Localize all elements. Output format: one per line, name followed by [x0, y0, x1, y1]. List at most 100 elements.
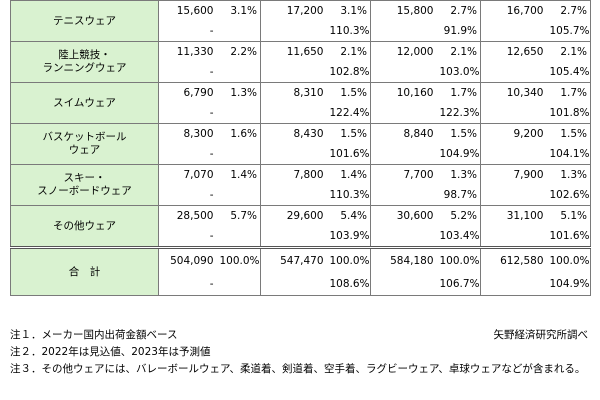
- table-row-ratio: - 122.4% 122.3% 101.8%: [11, 103, 591, 124]
- value-cell: 5.4%: [326, 205, 371, 226]
- ratio-cell: [216, 272, 261, 296]
- note-1-text: 注１．メーカー国内出荷金額ベース: [10, 329, 178, 341]
- note-3: 注３．その他ウェアには、バレーボールウェア、柔道着、剣道着、空手着、ラグビーウェ…: [10, 363, 586, 375]
- ratio-cell: [480, 185, 547, 206]
- value-cell: 5.2%: [436, 205, 481, 226]
- category-label: 陸上競技・: [58, 49, 111, 61]
- ratio-cell: [370, 226, 437, 248]
- category-cell: バスケットボール ウェア: [10, 123, 159, 165]
- value-cell: 30,600: [370, 205, 437, 226]
- ratio-cell: [260, 103, 327, 124]
- ratio-cell: 122.4%: [326, 103, 371, 124]
- value-cell: 8,430: [260, 123, 327, 144]
- value-cell: 16,700: [480, 0, 547, 21]
- category-cell: その他ウェア: [10, 205, 159, 248]
- ratio-cell: 122.3%: [436, 103, 481, 124]
- ratio-cell: [370, 21, 437, 42]
- ratio-cell: [480, 144, 547, 165]
- table-row: その他ウェア 28,500 5.7% 29,600 5.4% 30,600 5.2% 31,1…: [10, 205, 591, 248]
- value-cell: 10,340: [480, 82, 547, 103]
- ratio-cell: [370, 185, 437, 206]
- ratio-cell: 106.7%: [436, 272, 481, 296]
- ratio-cell: [480, 103, 547, 124]
- market-table: テニスウェア 15,600 3.1% 17,200 3.1% 15,800 2.7% 16,7…: [10, 0, 591, 296]
- value-cell: 7,900: [480, 164, 547, 185]
- value-cell: 7,800: [260, 164, 327, 185]
- ratio-cell: [480, 62, 547, 83]
- value-cell: 17,200: [260, 0, 327, 21]
- value-cell: 10,160: [370, 82, 437, 103]
- ratio-cell: [480, 226, 547, 248]
- ratio-cell: 110.3%: [326, 21, 371, 42]
- value-cell: 15,800: [370, 0, 437, 21]
- ratio-cell: [260, 272, 327, 296]
- ratio-cell: [260, 185, 327, 206]
- ratio-cell: 103.0%: [436, 62, 481, 83]
- category-label: スノーボードウェア: [37, 185, 132, 197]
- value-cell: 8,310: [260, 82, 327, 103]
- value-cell: 8,300: [158, 123, 217, 144]
- ratio-cell: [260, 62, 327, 83]
- ratio-cell: 105.4%: [546, 62, 591, 83]
- ratio-cell: 101.6%: [546, 226, 591, 248]
- category-label: ウェア: [68, 144, 101, 156]
- value-cell: 11,330: [158, 41, 217, 62]
- ratio-cell: 102.8%: [326, 62, 371, 83]
- value-cell: 31,100: [480, 205, 547, 226]
- category-cell: テニスウェア: [10, 0, 159, 42]
- value-cell: 1.5%: [546, 123, 591, 144]
- ratio-cell: [216, 185, 261, 206]
- ratio-cell: 91.9%: [436, 21, 481, 42]
- value-cell: 1.5%: [436, 123, 481, 144]
- value-cell: 3.1%: [326, 0, 371, 21]
- ratio-cell: -: [158, 185, 217, 206]
- value-cell: 1.7%: [546, 82, 591, 103]
- category-label: スキー・: [63, 172, 106, 184]
- table-row: 陸上競技・ ランニングウェア 11,330 2.2% 11,650 2.1% 12,000 2…: [10, 41, 591, 83]
- ratio-cell: [260, 144, 327, 165]
- table-row: テニスウェア 15,600 3.1% 17,200 3.1% 15,800 2.7% 16,7…: [10, 0, 591, 42]
- table-body: テニスウェア 15,600 3.1% 17,200 3.1% 15,800 2.7% 16,7…: [10, 0, 591, 296]
- notes: 注１．メーカー国内出荷金額ベース 矢野経済研究所調べ 注２．2022年は見込値、…: [10, 327, 590, 378]
- value-cell: 2.7%: [436, 0, 481, 21]
- value-cell: 100.0%: [326, 246, 371, 272]
- value-cell: 15,600: [158, 0, 217, 21]
- category-cell: スキー・ スノーボードウェア: [10, 164, 159, 206]
- value-cell: 1.4%: [216, 164, 261, 185]
- ratio-cell: [260, 21, 327, 42]
- category-label: 合 計: [68, 265, 101, 278]
- table-row-ratio: - 108.6% 106.7% 104.9%: [11, 272, 591, 296]
- ratio-cell: [216, 226, 261, 248]
- category-label: その他ウェア: [53, 219, 116, 232]
- note-1: 注１．メーカー国内出荷金額ベース 矢野経済研究所調べ: [10, 327, 590, 344]
- value-cell: 7,070: [158, 164, 217, 185]
- ratio-cell: [480, 21, 547, 42]
- ratio-cell: [216, 62, 261, 83]
- ratio-cell: [216, 21, 261, 42]
- ratio-cell: 103.4%: [436, 226, 481, 248]
- table-row: 合 計 504,090 100.0% 547,470 100.0% 584,180 100.…: [10, 246, 591, 296]
- ratio-cell: 103.9%: [326, 226, 371, 248]
- value-cell: 6,790: [158, 82, 217, 103]
- table-row: バスケットボール ウェア 8,300 1.6% 8,430 1.5% 8,840 1.5% 9,…: [10, 123, 591, 165]
- value-cell: 1.6%: [216, 123, 261, 144]
- note-2: 注２．2022年は見込値、2023年は予測値: [10, 346, 211, 358]
- value-cell: 29,600: [260, 205, 327, 226]
- category-cell: 合 計: [10, 246, 159, 296]
- table-row: スイムウェア 6,790 1.3% 8,310 1.5% 10,160 1.7% 10,340…: [10, 82, 591, 124]
- value-cell: 100.0%: [546, 246, 591, 272]
- value-cell: 100.0%: [216, 246, 261, 272]
- market-table-container: テニスウェア 15,600 3.1% 17,200 3.1% 15,800 2.7% 16,7…: [10, 0, 591, 296]
- value-cell: 5.1%: [546, 205, 591, 226]
- category-label: ランニングウェア: [42, 62, 127, 74]
- ratio-cell: [370, 144, 437, 165]
- ratio-cell: -: [158, 272, 217, 296]
- value-cell: 1.7%: [436, 82, 481, 103]
- value-cell: 2.7%: [546, 0, 591, 21]
- value-cell: 28,500: [158, 205, 217, 226]
- ratio-cell: [260, 226, 327, 248]
- ratio-cell: 108.6%: [326, 272, 371, 296]
- value-cell: 2.1%: [546, 41, 591, 62]
- ratio-cell: [370, 103, 437, 124]
- value-cell: 504,090: [158, 246, 217, 272]
